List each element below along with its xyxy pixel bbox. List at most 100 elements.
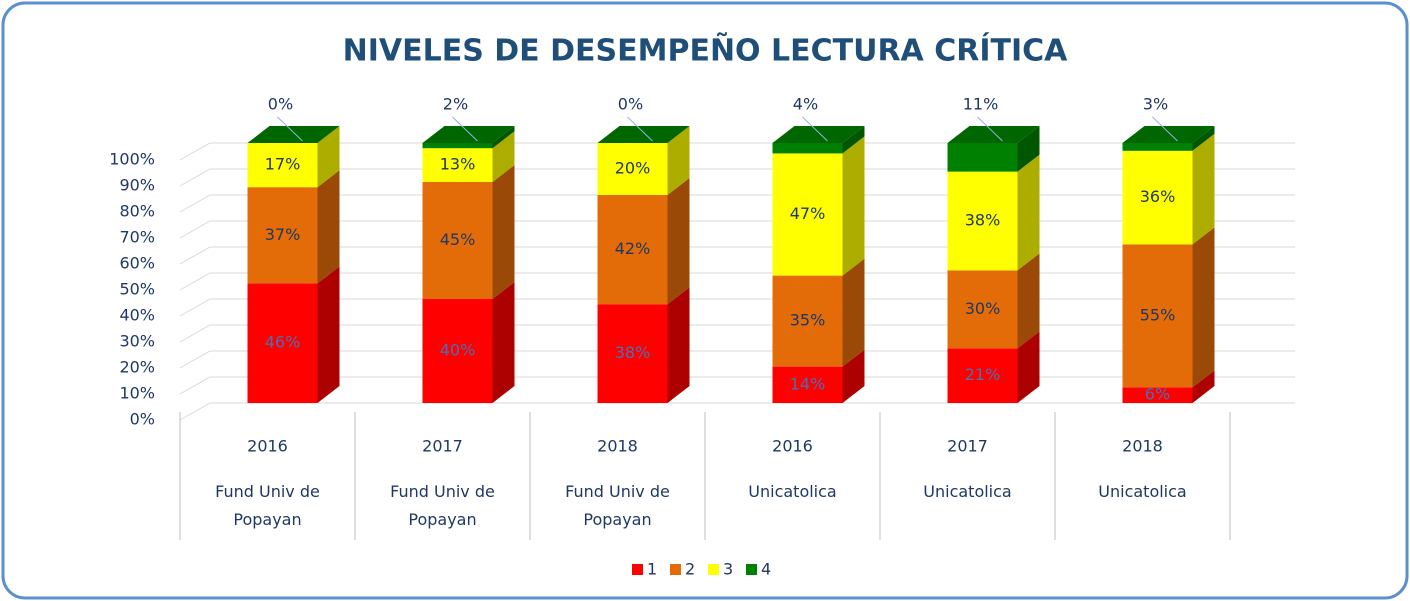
y-tick-label: 10% <box>119 384 155 403</box>
data-label: 17% <box>265 155 301 174</box>
grid-line <box>179 376 1295 395</box>
bar-segment-group <box>597 126 690 143</box>
legend-label: 4 <box>761 560 771 579</box>
data-label: 13% <box>440 155 476 174</box>
bar-segment-group <box>947 331 1040 403</box>
bar <box>772 366 843 403</box>
x-group-label-box: Unicatolica <box>1098 482 1187 501</box>
y-tick-label: 60% <box>119 254 155 273</box>
bar-side <box>1192 126 1215 151</box>
bar <box>772 275 843 367</box>
data-label: 0% <box>618 95 643 114</box>
bar-segment-group <box>422 282 515 403</box>
bar-side <box>317 126 340 188</box>
y-tick-label: 0% <box>130 410 155 429</box>
bar-segment-group <box>772 258 865 367</box>
bar-top <box>247 126 340 143</box>
leader-line <box>627 116 653 142</box>
y-tick-label: 30% <box>119 332 155 351</box>
bar <box>947 348 1018 403</box>
legend-swatch <box>632 564 643 575</box>
data-label: 21% <box>965 365 1001 384</box>
x-group-label-box: Unicatolica <box>923 482 1011 501</box>
bar-side <box>1017 154 1040 271</box>
bar-side <box>842 126 865 154</box>
bar-segment-group <box>247 170 340 284</box>
x-tick-label: 2018 <box>1122 437 1163 456</box>
chart-title: NIVELES DE DESEMPEÑO LECTURA CRÍTICA <box>343 32 1068 69</box>
bar <box>947 171 1018 271</box>
bar-top <box>422 126 515 143</box>
leader-line <box>452 116 478 142</box>
data-label: 3% <box>1143 95 1168 114</box>
grid-line <box>179 298 1295 317</box>
bar-side <box>317 170 340 284</box>
leader-line <box>977 116 1003 142</box>
data-label: 36% <box>1140 187 1176 206</box>
bar-side <box>492 165 515 299</box>
data-label: 55% <box>1140 305 1176 324</box>
bar <box>597 195 668 305</box>
data-label: 11% <box>963 95 999 114</box>
bar <box>597 304 668 403</box>
bar <box>1122 244 1193 388</box>
bar-top <box>1122 126 1215 143</box>
bar-segment-group <box>947 154 1040 271</box>
data-label: 6% <box>1145 385 1170 404</box>
bar <box>1122 387 1193 403</box>
data-label: 37% <box>265 225 301 244</box>
x-tick-label: 2016 <box>772 437 813 456</box>
bar <box>1122 143 1193 151</box>
leader-line <box>277 116 303 142</box>
bar-segment-group <box>1122 370 1215 403</box>
legend-swatch <box>746 564 757 575</box>
bar-segment-group <box>1122 126 1215 151</box>
bar-segment-group <box>772 349 865 403</box>
bar <box>772 143 843 154</box>
grid-line <box>179 168 1295 187</box>
bar-side <box>1017 253 1040 349</box>
x-group-label: Fund Univ de Popayan <box>390 482 495 529</box>
x-group-label-box: Fund Univ de Popayan <box>565 482 670 529</box>
bar-top <box>947 126 1040 143</box>
bar-segment-group <box>772 136 865 276</box>
bar-segment-group <box>597 287 690 403</box>
legend-swatch <box>708 564 719 575</box>
data-label: 38% <box>615 343 651 362</box>
bar <box>947 143 1018 172</box>
y-tick-label: 80% <box>119 202 155 221</box>
bar <box>1122 150 1193 245</box>
x-group-label: Unicatolica <box>1098 482 1187 501</box>
legend-label: 2 <box>685 560 695 579</box>
bar-segment-group <box>1122 133 1215 245</box>
data-label: 14% <box>790 374 826 393</box>
bar-segment-group <box>597 178 690 305</box>
data-label: 0% <box>268 95 293 114</box>
bar-side <box>1017 331 1040 403</box>
y-tick-label: 40% <box>119 306 155 325</box>
bar-segment-group <box>1122 227 1215 388</box>
legend-label: 3 <box>723 560 733 579</box>
bar-side <box>667 126 690 195</box>
x-group-label-box: Unicatolica <box>748 482 836 501</box>
bar-side <box>1192 370 1215 403</box>
x-tick-label: 2018 <box>597 437 638 456</box>
bar <box>422 143 493 149</box>
grid-line <box>179 220 1295 239</box>
grid-line <box>179 402 1295 421</box>
data-label: 42% <box>615 239 651 258</box>
grid-line <box>179 272 1295 291</box>
bar-side <box>1192 227 1215 388</box>
data-label: 47% <box>790 204 826 223</box>
y-tick-label: 90% <box>119 176 155 195</box>
bar-segment-group <box>422 165 515 299</box>
bar-side <box>492 126 515 149</box>
y-tick-label: 20% <box>119 358 155 377</box>
leader-line <box>802 116 828 142</box>
grid-line <box>179 194 1295 213</box>
bar-top <box>597 126 690 143</box>
bar-side <box>842 349 865 403</box>
grid-line <box>179 246 1295 265</box>
bar-side <box>667 287 690 403</box>
